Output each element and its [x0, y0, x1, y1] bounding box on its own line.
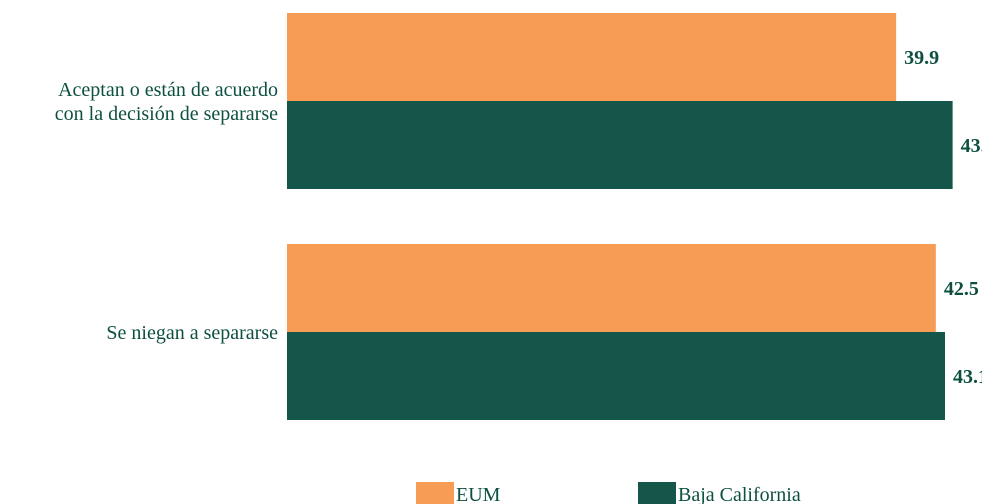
bar-baja-california-1 [287, 101, 953, 189]
category-label-2-line-1: Se niegan a separarse [106, 322, 278, 344]
category-label-1-line-2: con la decisión de separarse [55, 103, 278, 125]
legend-swatch-baja-california [638, 482, 676, 504]
legend-label-baja-california: Baja California [678, 484, 801, 504]
value-label-baja-california-2: 43.1 [953, 366, 982, 388]
value-labels: 39.9 43.6 42.5 43.1 [904, 47, 982, 388]
bar-baja-california-2 [287, 332, 945, 420]
value-label-eum-2: 42.5 [944, 278, 979, 300]
legend: EUM Baja California [416, 482, 801, 504]
category-label-1-line-1: Aceptan o están de acuerdo [58, 79, 278, 101]
bar-eum-1 [287, 13, 897, 101]
value-label-baja-california-1: 43.6 [961, 135, 982, 157]
value-label-eum-1: 39.9 [904, 47, 939, 69]
bars-group [287, 13, 953, 420]
legend-label-eum: EUM [456, 484, 501, 504]
bar-eum-2 [287, 244, 936, 332]
legend-swatch-eum [416, 482, 454, 504]
